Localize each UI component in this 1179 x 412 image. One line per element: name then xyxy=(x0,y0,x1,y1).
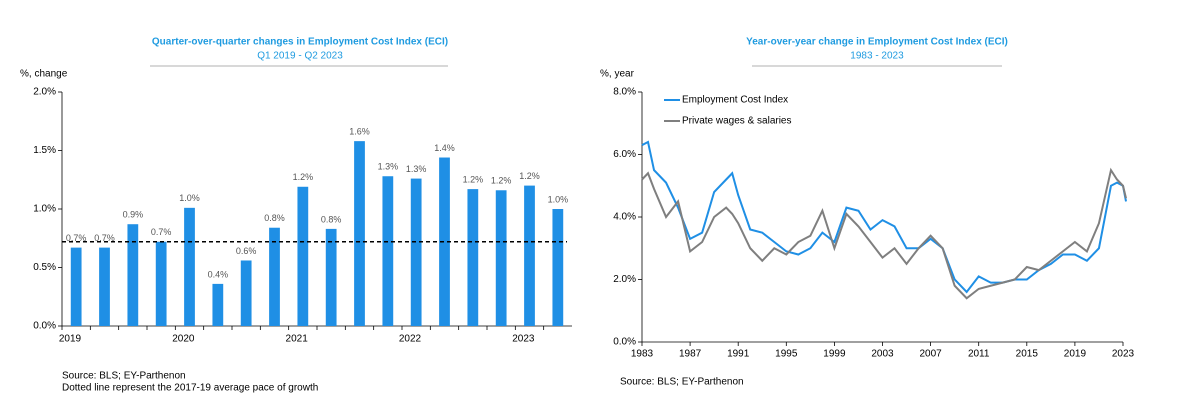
x-tick-label: 2007 xyxy=(919,349,942,360)
chart-title: Quarter-over-quarter changes in Employme… xyxy=(152,37,448,48)
y-tick-label: 1.5% xyxy=(33,145,56,156)
x-tick-label: 1983 xyxy=(631,349,654,360)
note: Source: BLS; EY-Parthenon xyxy=(620,377,744,388)
bar xyxy=(552,209,564,326)
bar xyxy=(184,207,195,326)
bar xyxy=(127,224,139,326)
bar xyxy=(240,260,252,326)
data-label: 1.3% xyxy=(378,162,399,172)
x-tick-label: 1995 xyxy=(775,349,798,360)
data-label: 1.2% xyxy=(519,171,540,181)
y-axis-label: %, change xyxy=(20,69,68,80)
data-label: 0.6% xyxy=(236,246,257,256)
bar xyxy=(297,186,309,326)
data-label: 1.0% xyxy=(179,193,200,203)
x-tick-label: 2011 xyxy=(968,349,990,360)
data-label: 0.7% xyxy=(151,227,172,237)
bar xyxy=(495,190,507,326)
x-tick-label: 2003 xyxy=(871,349,894,360)
data-label: 0.7% xyxy=(94,233,115,243)
y-tick-label: 1.0% xyxy=(33,204,56,215)
legend-label: Private wages & salaries xyxy=(682,116,792,127)
bar xyxy=(325,228,337,326)
data-label: 1.2% xyxy=(463,174,484,184)
series-line xyxy=(641,167,1127,300)
bar xyxy=(212,283,224,326)
x-tick-label: 2019 xyxy=(1064,349,1087,360)
data-label: 0.8% xyxy=(321,214,342,224)
bar xyxy=(524,185,535,326)
bar xyxy=(439,157,450,326)
bar xyxy=(99,247,110,326)
y-tick-label: 4.0% xyxy=(613,212,636,223)
data-label: 0.8% xyxy=(264,213,285,223)
series-line xyxy=(641,140,1127,294)
y-tick-label: 0.0% xyxy=(613,337,636,348)
data-label: 0.7% xyxy=(66,233,87,243)
x-tick-label: 2020 xyxy=(172,334,195,345)
data-label: 1.4% xyxy=(434,143,455,153)
x-tick-label: 1999 xyxy=(823,349,846,360)
bar xyxy=(467,189,479,326)
y-tick-label: 0.0% xyxy=(33,321,56,332)
chart-subtitle: Q1 2019 - Q2 2023 xyxy=(257,51,343,62)
data-label: 0.9% xyxy=(123,210,144,220)
x-tick-label: 2022 xyxy=(399,334,422,345)
data-label: 1.6% xyxy=(349,127,370,137)
bar xyxy=(155,241,167,326)
x-tick-label: 2015 xyxy=(1016,349,1039,360)
x-tick-label: 1991 xyxy=(727,349,750,360)
x-tick-label: 2023 xyxy=(1112,349,1135,360)
chart-title: Year-over-year change in Employment Cost… xyxy=(746,37,1008,48)
bar xyxy=(269,227,280,326)
y-tick-label: 8.0% xyxy=(613,87,636,98)
x-tick-label: 2021 xyxy=(286,334,309,345)
chart-subtitle: 1983 - 2023 xyxy=(850,51,904,62)
legend-label: Employment Cost Index xyxy=(682,95,788,106)
data-label: 0.4% xyxy=(208,269,229,279)
note: Dotted line represent the 2017-19 averag… xyxy=(62,383,318,394)
bar xyxy=(354,141,365,326)
data-label: 1.3% xyxy=(406,164,427,174)
y-tick-label: 0.5% xyxy=(33,262,56,273)
x-tick-label: 2019 xyxy=(59,334,82,345)
bar xyxy=(70,247,82,326)
y-axis-label: %, year xyxy=(600,69,635,80)
note: Source: BLS; EY-Parthenon xyxy=(62,371,186,382)
bar xyxy=(382,176,394,326)
x-tick-label: 1987 xyxy=(679,349,702,360)
y-tick-label: 6.0% xyxy=(613,149,636,160)
bar xyxy=(410,178,422,326)
data-label: 1.2% xyxy=(491,176,512,186)
data-label: 1.2% xyxy=(293,172,314,182)
x-tick-label: 2023 xyxy=(512,334,535,345)
data-label: 1.0% xyxy=(548,194,569,204)
y-tick-label: 2.0% xyxy=(613,274,636,285)
y-tick-label: 2.0% xyxy=(33,87,56,98)
